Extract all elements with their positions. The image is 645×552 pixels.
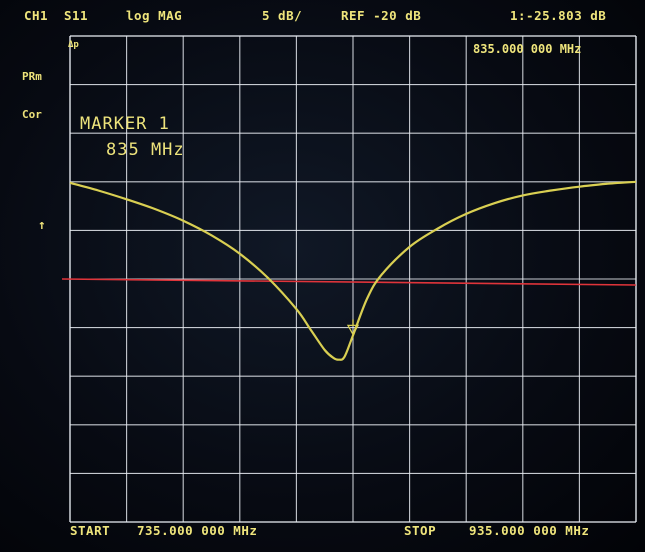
marker-1-symbol xyxy=(346,319,360,336)
format-label: log MAG xyxy=(126,8,183,23)
averaging-indicator: Δp xyxy=(68,40,79,50)
parameter-label: S11 xyxy=(64,8,89,23)
start-label: START xyxy=(70,523,111,538)
stop-label: STOP xyxy=(404,523,437,538)
correction-indicator: Cor xyxy=(22,108,42,121)
marker-frequency: 835 MHz xyxy=(106,140,185,160)
start-frequency: 735.000 000 MHz xyxy=(137,523,258,538)
marker-title: MARKER 1 xyxy=(80,114,170,134)
marker-frequency-readout: 835.000 000 MHz xyxy=(473,42,582,56)
stop-frequency: 935.000 000 MHz xyxy=(469,523,590,538)
marker-value-readout: 1:-25.803 dB xyxy=(510,8,607,23)
pre-indicator: PRm xyxy=(22,70,42,83)
reference-label: REF -20 dB xyxy=(341,8,422,23)
graticule xyxy=(69,35,637,523)
trace-line xyxy=(69,180,637,361)
scale-label: 5 dB/ xyxy=(262,8,303,23)
channel-label: CH1 xyxy=(24,8,49,23)
reference-arrow-icon: ↑ xyxy=(38,218,46,233)
reference-line xyxy=(61,278,637,286)
